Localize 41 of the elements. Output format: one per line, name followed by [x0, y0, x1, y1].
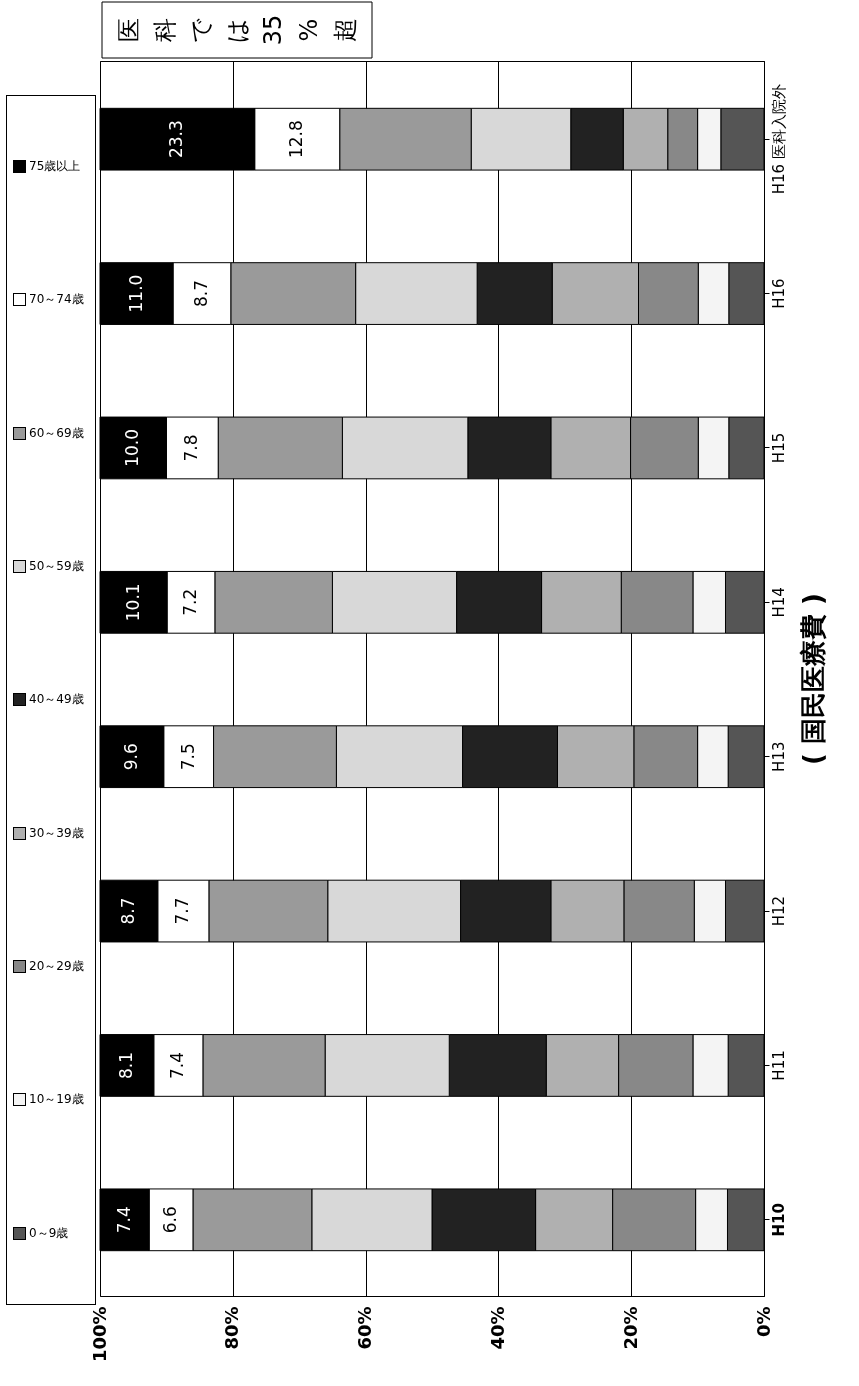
data-label: 7.2 [179, 588, 200, 616]
legend-label: 30～39歳 [29, 824, 84, 842]
data-label: 9.6 [120, 743, 141, 771]
data-label: 6.6 [160, 1206, 181, 1234]
y-tick-label: H15 [769, 432, 788, 464]
x-tick-label: 100% [88, 1306, 110, 1363]
data-label: 10.0 [122, 429, 143, 467]
legend-label: 20～29歳 [29, 958, 84, 976]
data-label: 8.1 [115, 1051, 136, 1079]
data-label: 23.3 [166, 120, 187, 159]
data-label: 7.5 [177, 743, 198, 771]
legend-label: 10～19歳 [29, 1091, 84, 1109]
y-tick-label: H16 [769, 278, 788, 309]
legend-label: 70～74歳 [29, 291, 84, 309]
data-label: 10.1 [122, 583, 143, 622]
data-label: 7.4 [167, 1051, 188, 1079]
data-label: 8.7 [117, 897, 138, 925]
data-label: 7.4 [113, 1206, 134, 1234]
legend-label: 0～9歳 [29, 1224, 69, 1242]
x-tick-label: 40% [486, 1306, 508, 1350]
legend-label: 75歳以上 [29, 158, 81, 176]
data-label: 11.0 [125, 274, 146, 313]
data-label: 8.7 [190, 280, 211, 308]
data-label: 7.8 [181, 434, 202, 462]
y-tick-label: H10 [769, 1203, 788, 1237]
text: 医科では35%超 [115, 14, 359, 46]
y-tick-label: H14 [769, 587, 788, 618]
x-tick-label: 0% [752, 1306, 774, 1338]
x-tick-label: 20% [619, 1306, 641, 1350]
data-label: 7.7 [172, 897, 193, 925]
y-tick-label: H11 [769, 1050, 788, 1081]
legend-label: 40～49歳 [29, 691, 84, 709]
x-tick-label: 60% [354, 1306, 376, 1350]
y-tick-label: H16 医科入院外 [769, 84, 788, 195]
legend-label: 60～69歳 [29, 424, 84, 442]
y-axis-title: ( 国民医療費 ) [797, 593, 828, 765]
y-tick-label: H13 [769, 741, 788, 772]
x-tick-label: 80% [221, 1306, 243, 1350]
y-tick-label: H12 [769, 895, 788, 927]
data-label: 12.8 [286, 120, 307, 159]
legend-label: 50～59歳 [29, 558, 84, 576]
